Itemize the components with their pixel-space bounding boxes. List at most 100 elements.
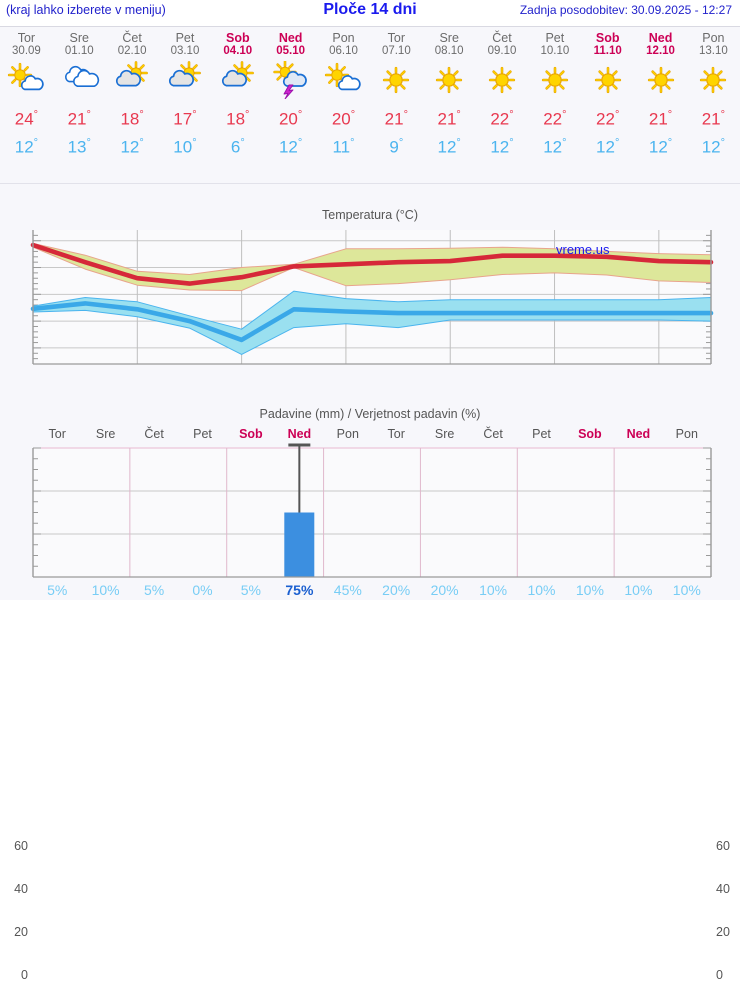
weather-icon-wrap <box>637 59 685 101</box>
precipitation-chart-title: Padavine (mm) / Verjetnost padavin (%) <box>259 407 481 421</box>
day-of-week-label: Čet <box>492 31 512 45</box>
precipitation-probability-label: 5% <box>240 582 261 598</box>
day-date-label: 06.10 <box>329 45 358 57</box>
weather-icon-wrap <box>425 59 473 101</box>
precipitation-day-label: Tor <box>387 427 405 441</box>
precipitation-day-label: Pon <box>675 427 698 441</box>
precipitation-day-label: Pet <box>532 427 551 441</box>
precipitation-chart-plot <box>32 443 712 578</box>
max-temperature-label: 21° <box>67 109 91 129</box>
min-temperature-label: 12° <box>14 136 39 157</box>
weather-icon-wrap <box>267 59 315 101</box>
min-temperature-label: 12° <box>596 136 620 157</box>
day-of-week-label: Sob <box>595 31 620 45</box>
precipitation-probability-label: 10% <box>91 582 120 598</box>
day-date-label: 13.10 <box>699 45 728 57</box>
forecast-day-column: Čet 02.10 18° 12° <box>106 27 159 183</box>
precipitation-day-label: Sob <box>239 427 263 441</box>
precipitation-y-tick-label-left: 40 <box>14 882 28 896</box>
day-of-week-label: Sre <box>439 31 459 45</box>
min-temperature-label: 12° <box>278 136 303 157</box>
page-title: Ploče 14 dni <box>323 1 417 18</box>
watermark-label: vreme.us <box>556 242 610 257</box>
forecast-day-column: Čet 09.10 22° 12° <box>476 27 529 183</box>
strip-divider <box>0 183 740 184</box>
forecast-day-column: Pon 13.10 21° 12° <box>687 27 740 183</box>
day-date-label: 03.10 <box>170 45 200 57</box>
weather-icon-wrap <box>55 59 103 101</box>
day-of-week-label: Pet <box>545 31 565 45</box>
precipitation-day-label: Pon <box>336 427 359 441</box>
day-of-week-label: Čet <box>122 31 142 45</box>
forecast-day-column: Pon 06.10 20° 11° <box>317 27 370 183</box>
forecast-day-column: Pet 10.10 22° 12° <box>528 27 581 183</box>
precipitation-probability-label: 0% <box>192 582 213 598</box>
weather-icon-wrap <box>161 59 209 101</box>
weather-icon-wrap <box>108 59 156 101</box>
precipitation-probability-label: 10% <box>624 582 653 598</box>
weather-icon-wrap <box>689 59 737 101</box>
max-temperature-label: 21° <box>384 109 408 129</box>
sun-icon <box>594 66 621 94</box>
forecast-day-column: Sob 11.10 22° 12° <box>581 27 634 183</box>
sun-icon <box>488 66 516 94</box>
last-updated-text: Zadnja posodobitev: 30.09.2025 - 12:27 <box>519 3 732 17</box>
forecast-day-column: Ned 12.10 21° 12° <box>634 27 687 183</box>
precipitation-day-label: Ned <box>626 427 651 441</box>
forecast-day-column: Sre 08.10 21° 12° <box>423 27 476 183</box>
day-of-week-label: Ned <box>278 31 303 45</box>
forecast-day-column: Tor 07.10 21° 9° <box>370 27 423 183</box>
weather-icon-wrap <box>584 59 632 101</box>
cloudy-icon <box>65 65 100 87</box>
day-date-label: 08.10 <box>434 45 464 57</box>
sun-icon <box>647 66 674 94</box>
precipitation-y-tick-label-left: 60 <box>14 839 28 853</box>
weather-icon-wrap <box>531 59 579 101</box>
precipitation-day-label: Sre <box>95 427 116 441</box>
max-temperature-label: 22° <box>543 109 567 129</box>
weather-icon-wrap <box>372 59 420 101</box>
thunderstorm-icon <box>272 61 307 99</box>
day-date-label: 11.10 <box>593 45 622 57</box>
max-temperature-label: 22° <box>490 109 514 129</box>
precipitation-probability-label: 75% <box>285 582 314 598</box>
forecast-day-column: Ned 05.10 20° 12° <box>264 27 317 183</box>
min-temperature-label: 13° <box>67 136 91 157</box>
forecast-strip: Tor 30.09 24° 12° Sre 01.10 21° 13° Čet 02.10 18°… <box>0 27 740 183</box>
min-temperature-label: 9° <box>389 136 404 157</box>
day-of-week-label: Pon <box>332 31 355 45</box>
max-temperature-label: 21° <box>648 109 673 129</box>
weather-icon-wrap <box>319 59 367 101</box>
forecast-day-column: Sre 01.10 21° 13° <box>53 27 106 183</box>
max-temperature-label: 24° <box>14 109 39 129</box>
precipitation-probability-label: 10% <box>527 582 556 598</box>
sun-icon <box>700 66 727 94</box>
max-temperature-label: 22° <box>596 109 620 129</box>
header-divider <box>0 26 740 27</box>
precipitation-y-tick-label-right: 40 <box>716 882 730 896</box>
day-date-label: 09.10 <box>487 45 517 57</box>
precipitation-y-tick-label-right: 0 <box>716 968 723 982</box>
day-date-label: 05.10 <box>276 45 306 57</box>
precipitation-y-tick-label-left: 0 <box>21 968 28 982</box>
day-date-label: 02.10 <box>117 45 147 57</box>
weather-icon-wrap <box>214 59 262 101</box>
day-of-week-label: Pet <box>175 31 195 45</box>
temperature-chart-title: Temperatura (°C) <box>322 208 418 222</box>
max-temperature-label: 18° <box>226 109 250 129</box>
precipitation-probability-label: 5% <box>47 582 68 598</box>
precipitation-probability-label: 45% <box>333 582 362 598</box>
forecast-day-column: Pet 03.10 17° 10° <box>159 27 212 183</box>
precipitation-probability-label: 10% <box>575 582 604 598</box>
max-temperature-label: 20° <box>331 109 356 129</box>
precipitation-probability-label: 20% <box>430 582 459 598</box>
sun-icon <box>541 66 568 94</box>
max-temperature-label: 21° <box>701 109 726 129</box>
precipitation-chart: Padavine (mm) / Verjetnost padavin (%) 0… <box>0 399 740 982</box>
precipitation-probability-label: 5% <box>143 582 165 598</box>
day-of-week-label: Tor <box>387 31 406 45</box>
min-temperature-label: 10° <box>173 136 197 157</box>
weather-icon-wrap <box>2 59 50 101</box>
temperature-chart: Temperatura (°C) vreme.us 510152025 <box>0 184 740 538</box>
temperature-chart-plot <box>30 230 714 365</box>
